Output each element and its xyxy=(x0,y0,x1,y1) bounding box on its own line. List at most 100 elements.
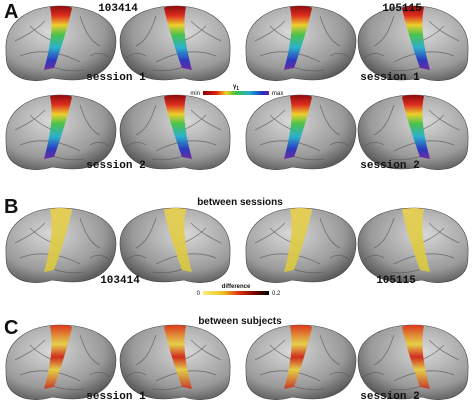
brain-sulcus xyxy=(373,15,395,47)
brain-sulcus xyxy=(79,104,101,136)
brain xyxy=(119,5,231,81)
brain-sulcus xyxy=(254,20,286,42)
brain xyxy=(245,324,357,400)
brain-sulcus xyxy=(428,222,460,244)
activation-strip xyxy=(284,208,312,272)
brain-images xyxy=(5,5,469,400)
activation-strip xyxy=(402,325,430,389)
activation-strip xyxy=(284,95,312,159)
activation-strip xyxy=(402,6,430,70)
activation-strip xyxy=(164,208,192,272)
activation-strip xyxy=(164,325,192,389)
activation-strip xyxy=(402,208,430,272)
brain xyxy=(5,324,117,400)
brain-sulcus xyxy=(319,104,341,136)
brain-sulcus xyxy=(125,141,147,148)
subject-label: 103414 xyxy=(100,275,140,287)
brain-sulcus xyxy=(363,141,385,148)
activation-strip xyxy=(284,325,312,389)
brain-sulcus xyxy=(190,222,222,244)
brain-sulcus xyxy=(329,371,351,378)
brain-sulcus xyxy=(125,52,147,59)
panel-title: between subjects xyxy=(198,316,282,327)
activation-strip xyxy=(164,6,192,70)
session-label: session 2 xyxy=(360,391,419,403)
brain-sulcus xyxy=(428,20,460,42)
brain-sulcus xyxy=(373,104,395,136)
brain xyxy=(245,94,357,170)
session-label: session 2 xyxy=(360,160,419,172)
brain xyxy=(357,5,469,81)
activation-strip xyxy=(164,95,192,159)
session-label: session 2 xyxy=(86,160,145,172)
brain-sulcus xyxy=(329,52,351,59)
brain xyxy=(245,5,357,81)
brain-sulcus xyxy=(135,334,157,366)
brain-sulcus xyxy=(79,334,101,366)
brain xyxy=(5,207,117,283)
brain-sulcus xyxy=(89,52,111,59)
brain-sulcus xyxy=(254,109,286,131)
colorbar-min: min xyxy=(190,91,200,97)
colorbar-max: max xyxy=(272,91,283,97)
colorbar-title: γ1 xyxy=(233,84,239,92)
colorbar-max: 0.2 xyxy=(272,291,281,297)
colorbar xyxy=(203,91,269,95)
brain-sulcus xyxy=(319,217,341,249)
brain-sulcus xyxy=(329,141,351,148)
brain-sulcus xyxy=(89,254,111,261)
brain-sulcus xyxy=(14,20,46,42)
subject-label: 105115 xyxy=(382,3,422,15)
brain xyxy=(357,94,469,170)
brain-sulcus xyxy=(319,334,341,366)
session-label: session 1 xyxy=(360,72,420,84)
brain xyxy=(245,207,357,283)
activation-strip xyxy=(44,6,72,70)
brain-sulcus xyxy=(373,334,395,366)
brain-sulcus xyxy=(125,371,147,378)
brain-sulcus xyxy=(254,339,286,361)
brain-sulcus xyxy=(14,222,46,244)
session-label: session 1 xyxy=(86,391,146,403)
brain-sulcus xyxy=(428,339,460,361)
panel-label: B xyxy=(4,196,18,218)
brain-sulcus xyxy=(190,20,222,42)
brain-sulcus xyxy=(254,222,286,244)
brain xyxy=(5,94,117,170)
brain xyxy=(5,5,117,81)
brain-sulcus xyxy=(14,109,46,131)
activation-strip xyxy=(402,95,430,159)
brain-sulcus xyxy=(363,52,385,59)
panel-label: A xyxy=(4,1,18,23)
activation-strip xyxy=(44,208,72,272)
activation-strip xyxy=(44,325,72,389)
colorbar-min: 0 xyxy=(197,291,201,297)
brain-sulcus xyxy=(14,339,46,361)
brain-sulcus xyxy=(125,254,147,261)
brain-sulcus xyxy=(428,109,460,131)
brain-sulcus xyxy=(135,104,157,136)
brain-sulcus xyxy=(363,371,385,378)
brain xyxy=(357,207,469,283)
colorbar-title: difference xyxy=(222,284,251,290)
brain-sulcus xyxy=(319,15,341,47)
brain-sulcus xyxy=(190,339,222,361)
brain-sulcus xyxy=(135,15,157,47)
colorbar xyxy=(203,291,269,295)
brain-sulcus xyxy=(79,15,101,47)
brain-sulcus xyxy=(89,141,111,148)
subject-label: 105115 xyxy=(376,275,416,287)
brain-sulcus xyxy=(79,217,101,249)
activation-strip xyxy=(44,95,72,159)
brain-sulcus xyxy=(329,254,351,261)
panel-title: between sessions xyxy=(197,197,283,208)
colorbar-title-main: γ xyxy=(233,84,237,90)
brain xyxy=(357,324,469,400)
brain-sulcus xyxy=(89,371,111,378)
brain-sulcus xyxy=(363,254,385,261)
brain-sulcus xyxy=(190,109,222,131)
subject-label: 103414 xyxy=(98,3,138,15)
panel-label: C xyxy=(4,317,18,339)
brain-sulcus xyxy=(135,217,157,249)
